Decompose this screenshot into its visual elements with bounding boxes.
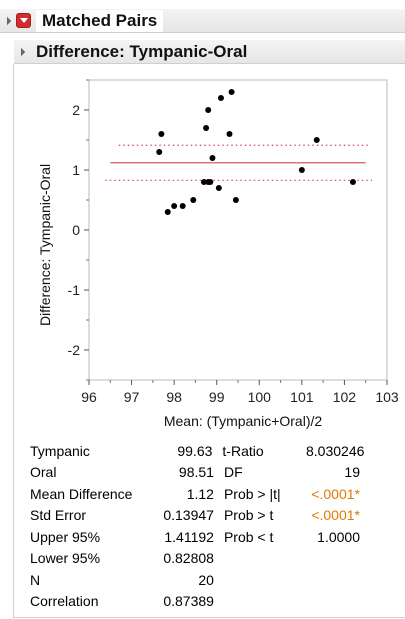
data-point [179,203,186,209]
stat-value: 98.51 [178,464,214,481]
test-label: t-Ratio [222,442,264,459]
stats-row: Upper 95% 1.41192 Prob < t 1.0000 [30,526,360,548]
stat-value: 1.12 [186,485,214,502]
data-point [200,179,207,185]
test-value: 1.0000 [317,528,360,545]
y-tick-label: 1 [72,162,80,178]
stats-row: N 20 [30,569,360,591]
stat-value: 0.13947 [163,507,214,524]
x-tick-label: 97 [124,389,140,405]
stat-value: 0.87389 [163,593,214,610]
stat-label: Upper 95% [30,528,101,545]
stat-value: 20 [198,571,214,588]
data-point [203,125,210,131]
disclosure-icon[interactable] [2,16,12,25]
stat-label: Lower 95% [30,550,101,567]
section-title: Difference: Tympanic-Oral [36,41,248,61]
red-triangle-menu-icon[interactable] [16,13,31,28]
x-tick-label: 101 [290,389,314,405]
y-axis-label: Difference: Tympanic-Oral [37,164,53,326]
scatter-chart: -2 -1 0 1 2 96 97 98 99 100 101 102 103 Mean: (Tympan… [37,79,399,429]
stat-label: Tympanic [30,442,90,459]
y-tick-label: 2 [72,102,80,118]
data-point [215,185,222,191]
data-point [207,179,214,185]
stat-label: N [30,571,41,588]
test-label: DF [223,464,243,481]
stat-label: Oral [30,464,57,481]
test-value: <.0001* [311,485,360,502]
y-tick-label: -1 [68,282,81,298]
data-point [313,137,320,143]
stats-row: Tympanic 99.63 t-Ratio 8.030246 [30,440,365,462]
stat-label: Std Error [30,507,87,524]
stat-value: 0.82808 [163,550,214,567]
data-point [228,89,235,95]
test-value: <.0001* [311,507,360,524]
test-value: 8.030246 [306,442,365,459]
test-label: Prob < t [223,528,274,545]
stats-row: Mean Difference 1.12 Prob > |t| <.0001* [30,483,360,505]
data-point [205,107,212,113]
data-point [298,167,305,173]
stat-label: Correlation [30,593,99,610]
stats-row: Correlation 0.87389 [30,591,360,613]
stat-value: 99.63 [177,442,213,459]
test-value: 19 [344,464,360,481]
plot-frame [88,79,388,381]
data-point [349,179,356,185]
difference-header[interactable]: Difference: Tympanic-Oral [14,40,405,64]
stats-table: Tympanic 99.63 t-Ratio 8.030246 Oral 98.51 DF 1… [30,440,365,613]
x-tick-label: 99 [209,389,225,405]
x-tick-label: 100 [248,389,272,405]
x-axis-label: Mean: (Tympanic+Oral)/2 [164,413,323,429]
data-point [158,131,165,137]
data-point [226,131,233,137]
data-point [217,95,224,101]
outline-border [13,64,14,618]
y-tick-label: -2 [68,342,81,358]
y-tick-label: 0 [72,222,80,238]
disclosure-icon[interactable] [16,47,26,56]
data-point [156,149,163,155]
test-label: Prob > t [223,507,274,524]
data-point [209,155,216,161]
stats-row: Std Error 0.13947 Prob > t <.0001* [30,505,360,527]
difference-plot: -2 -1 0 1 2 96 97 98 99 100 101 102 103 Mean: (Tympan… [0,70,405,440]
x-tick-label: 102 [333,389,357,405]
matched-pairs-header[interactable]: Matched Pairs [0,9,405,33]
stat-value: 1.41192 [164,528,214,545]
report-title: Matched Pairs [36,9,164,32]
stat-label: Mean Difference [30,485,133,502]
data-point [171,203,178,209]
test-label: Prob > |t| [223,485,281,502]
stats-row: Oral 98.51 DF 19 [30,462,360,484]
data-point [164,209,171,215]
data-point [232,197,239,203]
x-tick-label: 98 [166,389,182,405]
stats-row: Lower 95% 0.82808 [30,548,360,570]
x-tick-label: 96 [81,389,97,405]
x-tick-label: 103 [375,389,399,405]
data-point [190,197,197,203]
outline-border-bottom [13,617,405,618]
